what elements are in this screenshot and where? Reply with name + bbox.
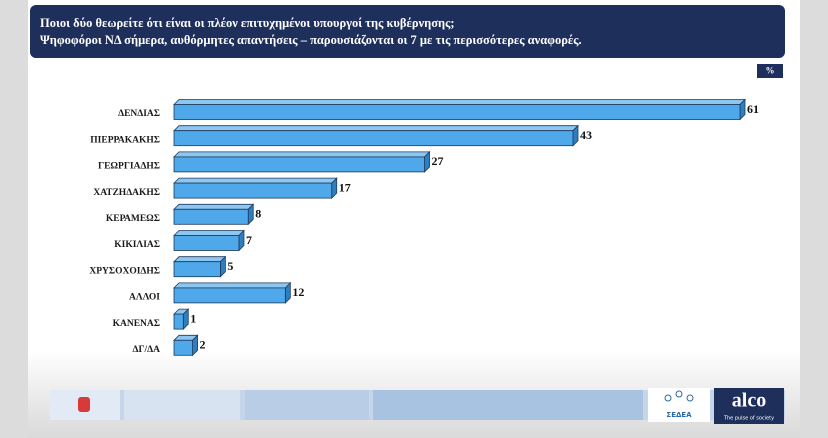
category-label: ΔΕΝΔΙΑΣ (118, 109, 160, 119)
unit-box (757, 64, 783, 78)
category-label: ΔΓ/ΔΑ (133, 345, 161, 355)
bar (173, 130, 574, 147)
bar (173, 339, 193, 356)
chart-title: Ποιοι δύο θεωρείτε ότι είναι οι πλέον επ… (40, 16, 455, 30)
member-icon (675, 390, 683, 398)
member-icon (686, 394, 694, 402)
value-label: 8 (255, 207, 261, 221)
member-box (648, 388, 710, 422)
chart-subtitle: Ψηφοφόροι ΝΔ σήμερα, αυθόρμητες απαντήσε… (40, 33, 582, 47)
category-label: ΧΑΤΖΗΔΑΚΗΣ (93, 188, 160, 198)
value-label: 17 (339, 180, 351, 194)
bar-top (173, 125, 579, 132)
value-label: 43 (580, 128, 592, 142)
value-label: 27 (432, 154, 444, 168)
bar (173, 156, 425, 173)
footer: ΣΕΔΕΑ alco The pulse of society (50, 388, 785, 424)
value-label: 2 (200, 338, 206, 352)
footer-segment (373, 390, 643, 420)
category-label: ΚΑΝΕΝΑΣ (113, 319, 160, 329)
bar-top (173, 151, 431, 158)
unit-label: % (766, 66, 775, 76)
footer-segment (124, 390, 240, 420)
category-label: ΑΛΛΟΙ (129, 293, 160, 303)
value-label: 5 (227, 259, 233, 273)
bar-top (173, 203, 255, 210)
bar (173, 182, 333, 199)
brand: alco (732, 390, 766, 412)
bar (173, 313, 184, 330)
member-label: ΣΕΔΕΑ (666, 411, 692, 419)
member-icon (664, 394, 672, 402)
header-box (30, 5, 785, 58)
bar-top (173, 99, 746, 105)
footer-icon (78, 397, 90, 412)
category-label: ΚΙΚΙΛΙΑΣ (114, 240, 160, 250)
bar-top (173, 230, 245, 236)
brand-box (714, 388, 784, 424)
bar (173, 104, 741, 120)
bar (173, 235, 240, 251)
bar-top (173, 282, 292, 289)
bar (173, 287, 286, 304)
category-label: ΓΕΩΡΓΙΑΔΗΣ (98, 162, 160, 172)
bar-top (173, 256, 227, 263)
bar (173, 208, 249, 225)
slide (28, 0, 800, 438)
value-label: 12 (292, 285, 304, 299)
tagline: The pulse of society (723, 416, 774, 422)
bar (173, 261, 221, 278)
value-label: 61 (747, 102, 759, 116)
value-label: 1 (190, 311, 196, 325)
category-label: ΧΡΥΣΟΧΟΙΔΗΣ (89, 266, 160, 276)
value-label: 7 (246, 233, 252, 247)
bar-top (173, 177, 338, 184)
category-label: ΚΕΡΑΜΕΩΣ (106, 214, 160, 224)
footer-segment (245, 390, 369, 420)
category-label: ΠΙΕΡΡΑΚΑΚΗΣ (90, 135, 160, 145)
